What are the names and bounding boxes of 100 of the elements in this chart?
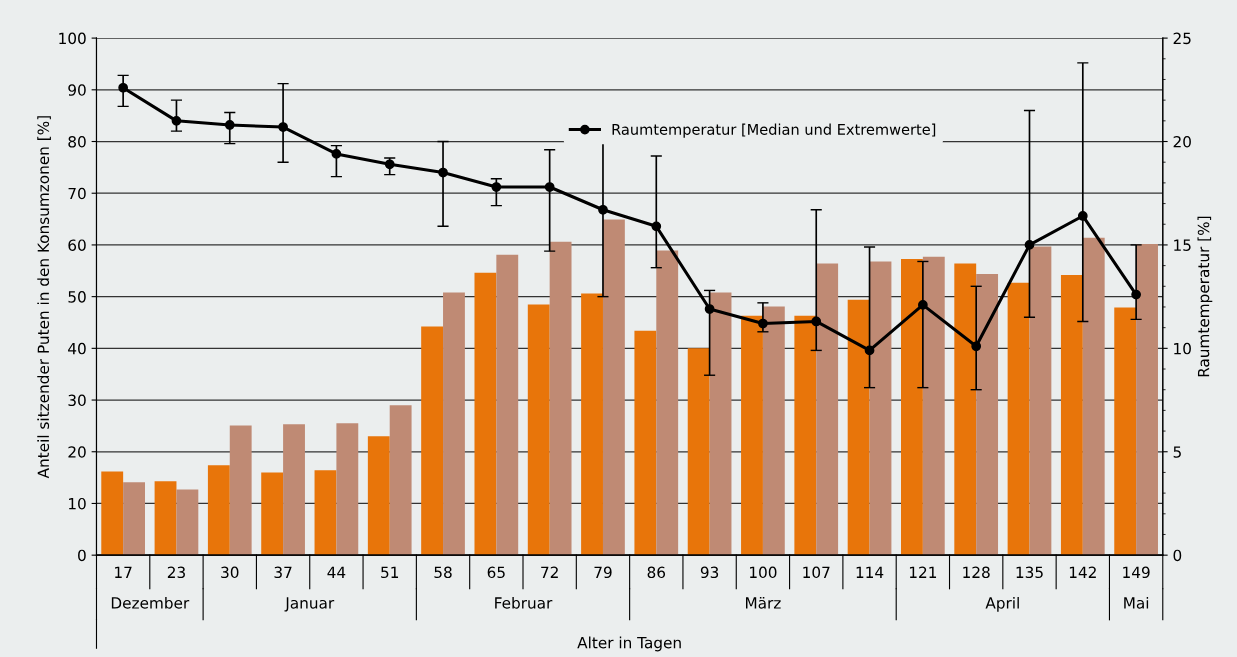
bar xyxy=(687,348,710,556)
point xyxy=(704,304,715,314)
bar xyxy=(283,424,305,556)
bar xyxy=(1060,274,1083,556)
bar xyxy=(261,472,284,556)
bar xyxy=(847,299,870,556)
point xyxy=(651,221,662,232)
bar xyxy=(901,258,923,556)
point xyxy=(971,341,982,352)
bar xyxy=(549,241,572,556)
x-tick-label: 23 xyxy=(167,566,185,579)
point xyxy=(384,159,395,170)
bar xyxy=(1114,307,1137,556)
bar xyxy=(976,273,999,556)
bar xyxy=(1007,282,1030,556)
point xyxy=(118,82,129,93)
y-tick-label: 20 xyxy=(68,446,86,458)
bar xyxy=(314,470,337,556)
bar xyxy=(527,304,550,556)
y-axis-title: Anteil sitzender Puten in den Konsumzonen [%] xyxy=(37,116,51,479)
point xyxy=(224,120,235,130)
point xyxy=(1131,289,1141,300)
x-tick-label: 142 xyxy=(1069,566,1096,578)
bar xyxy=(421,326,444,556)
y-tick-label: 60 xyxy=(68,239,86,251)
bar xyxy=(816,263,839,556)
bar xyxy=(954,263,977,556)
bar xyxy=(794,315,817,556)
x-tick-label: 79 xyxy=(594,566,612,579)
bar xyxy=(1082,237,1105,556)
point xyxy=(811,316,822,327)
y-tick-label: 80 xyxy=(68,135,86,148)
text: Dezember xyxy=(111,596,190,609)
x-tick-label: 44 xyxy=(327,566,346,578)
text: Januar xyxy=(284,597,335,612)
text: Februar xyxy=(495,596,553,609)
bar xyxy=(1136,243,1158,556)
x-tick-label: 100 xyxy=(750,566,777,579)
x-tick-label: 30 xyxy=(221,566,239,579)
y-tick-label: 30 xyxy=(68,394,86,407)
text: April xyxy=(985,596,1019,612)
y2-tick-label: 5 xyxy=(1173,446,1181,458)
y-tick-label: 50 xyxy=(68,291,86,303)
bar xyxy=(207,465,230,556)
x-tick-label: 128 xyxy=(963,566,990,579)
bar xyxy=(101,471,124,556)
x-axis-title: Alter in Tagen xyxy=(577,636,681,652)
bar xyxy=(229,425,252,556)
point xyxy=(278,122,288,132)
point xyxy=(864,345,875,356)
text: März xyxy=(746,596,781,609)
bar xyxy=(176,489,199,556)
point xyxy=(598,204,608,215)
x-tick-label: 135 xyxy=(1016,566,1043,579)
x-tick-label: 121 xyxy=(909,566,937,578)
text: Mai xyxy=(1124,596,1149,609)
y-tick-label: 10 xyxy=(69,497,86,510)
point xyxy=(544,182,555,192)
legend-label: Raumtemperatur [Median und Extremwerte] xyxy=(612,123,936,138)
y-tick-label: 90 xyxy=(68,84,86,96)
y-tick-label: 100 xyxy=(59,32,86,45)
point xyxy=(918,300,928,310)
x-tick-label: 37 xyxy=(274,566,292,579)
point xyxy=(1077,211,1088,221)
bar xyxy=(869,261,892,556)
bar xyxy=(496,254,519,556)
bar xyxy=(443,292,465,556)
bar xyxy=(581,293,603,556)
y-tick-label: 0 xyxy=(78,549,86,562)
x-tick-label: 51 xyxy=(381,566,399,579)
y-tick-label: 40 xyxy=(68,342,86,355)
point xyxy=(331,149,342,159)
point xyxy=(1024,240,1035,250)
x-tick-label: 65 xyxy=(487,566,505,579)
y2-tick-label: 10 xyxy=(1174,342,1191,355)
point xyxy=(758,318,768,329)
point xyxy=(438,167,448,178)
bar xyxy=(336,423,359,556)
bar xyxy=(762,306,785,556)
bar xyxy=(602,219,625,556)
x-tick-label: 17 xyxy=(115,566,132,578)
x-tick-label: 114 xyxy=(856,566,884,578)
y2-tick-label: 15 xyxy=(1174,239,1191,251)
y2-tick-label: 20 xyxy=(1173,135,1191,148)
y2-tick-label: 25 xyxy=(1173,32,1191,45)
bar xyxy=(709,292,732,556)
bar xyxy=(367,436,390,556)
x-tick-label: 58 xyxy=(434,566,452,579)
point xyxy=(491,182,502,192)
bar xyxy=(634,330,657,556)
x-tick-label: 107 xyxy=(803,566,830,579)
bar xyxy=(389,405,412,556)
x-tick-label: 86 xyxy=(647,566,666,579)
y2-tick-label: 0 xyxy=(1173,549,1182,562)
y2-axis-title: Raumtemperatur [%] xyxy=(1197,216,1213,377)
x-tick-label: 93 xyxy=(700,566,719,579)
bar xyxy=(474,272,497,556)
bar xyxy=(1029,246,1052,556)
bar xyxy=(741,315,763,556)
bar xyxy=(154,481,177,556)
